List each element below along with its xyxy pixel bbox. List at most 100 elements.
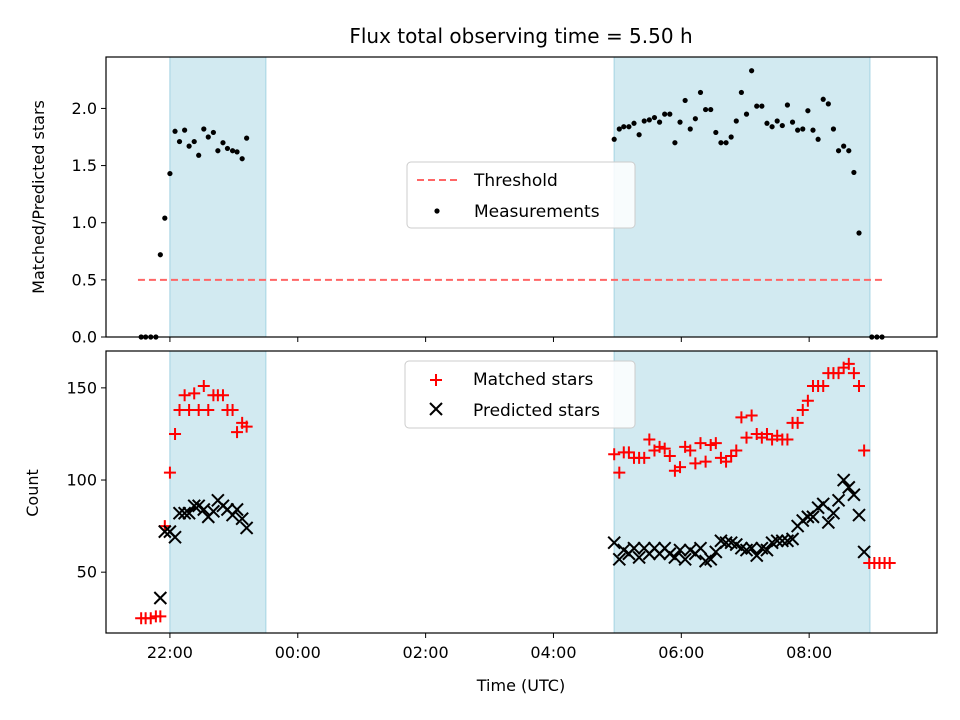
measurement-point [779, 122, 785, 129]
measurement-point [176, 138, 183, 145]
measurement-point [687, 126, 693, 132]
top-y-axis-label: Matched/Predicted stars [29, 100, 48, 294]
observing-window-2 [614, 351, 870, 633]
predicted-star-point [852, 508, 866, 522]
measurement-point [825, 101, 831, 107]
matched-star-point [858, 444, 871, 457]
matched-star-point [725, 450, 738, 463]
chart-title: Flux total observing time = 5.50 h [349, 24, 692, 48]
matched-star-point [638, 451, 651, 464]
predicted-star-point [187, 499, 201, 513]
predicted-star-point [693, 541, 708, 555]
measurement-point [723, 140, 729, 146]
predicted-star-point [831, 493, 846, 508]
top-y-tick-label: 1.5 [72, 156, 97, 175]
measurement-point [239, 156, 245, 162]
measurement-point [692, 116, 698, 122]
top-y-tick-label: 1.0 [72, 213, 97, 232]
measurement-point [820, 96, 826, 102]
measurement-point [244, 135, 250, 141]
matched-star-point [694, 437, 707, 450]
predicted-star-point [847, 488, 861, 502]
top-axes-frame [105, 56, 938, 338]
measurement-point [215, 148, 221, 154]
measurement-point [682, 97, 688, 104]
top-y-axis: 0.0 0.5 1.0 1.5 2.0 [72, 99, 106, 347]
measurement-point [708, 106, 714, 113]
matched-star-point [144, 612, 157, 625]
matched-star-point [226, 403, 239, 416]
matched-star-point [883, 556, 896, 569]
predicted-star-point [678, 552, 692, 566]
predicted-star-point [821, 515, 836, 530]
measurement-point [182, 127, 188, 133]
measurement-point [795, 127, 801, 133]
measurement-point [769, 124, 775, 130]
matched-star-point [801, 394, 814, 407]
predicted-star-point [172, 506, 187, 520]
measurement-point [172, 128, 178, 134]
measurement-point [784, 102, 791, 108]
x-tick-label: 22:00 [147, 643, 193, 662]
measurement-point [196, 152, 202, 158]
matched-star-point [699, 455, 712, 468]
predicted-star-point [230, 502, 244, 517]
predicted-star-point [785, 532, 800, 546]
matched-star-point [730, 444, 743, 457]
measurement-point [846, 148, 852, 154]
threshold-legend-label: Threshold [473, 171, 558, 191]
measurement-point [167, 170, 173, 177]
matched-star-point [817, 380, 830, 393]
predicted-legend-swatch [429, 402, 443, 416]
measurement-point [856, 230, 862, 236]
bottom-legend-box [404, 360, 636, 429]
predicted-star-point [239, 521, 254, 535]
measurement-point [631, 120, 637, 126]
bottom-y-axis: 50 100 150 [66, 378, 106, 582]
matched-star-point [684, 444, 697, 457]
matched-star-point [169, 427, 182, 440]
matched-star-point [720, 455, 733, 468]
measurement-point [841, 143, 847, 149]
predicted-star-point [826, 506, 841, 520]
measurement-point [743, 111, 750, 117]
x-tick-label: 02:00 [403, 643, 449, 662]
measurement-point [210, 129, 216, 136]
matched-star-point [608, 448, 621, 461]
predicted-star-point [775, 534, 790, 548]
predicted-star-point [842, 480, 856, 495]
matched-star-point [760, 427, 773, 440]
measurement-point [621, 124, 627, 130]
measurements-legend-label: Measurements [474, 202, 600, 222]
matched-star-point [154, 610, 167, 623]
predicted-star-point [206, 504, 221, 519]
predicted-star-point [182, 506, 196, 520]
matched-star-point [847, 367, 860, 380]
x-tick-label: 00:00 [275, 643, 321, 662]
matched-star-point [240, 420, 253, 433]
measurement-point [733, 118, 739, 124]
measurement-point [626, 124, 632, 130]
measurement-point [662, 111, 668, 117]
measurement-point [672, 140, 678, 146]
matched-star-point [663, 450, 676, 463]
predicted-star-point [235, 512, 249, 526]
matched-star-point [613, 466, 626, 479]
top-y-tick-label: 0.0 [72, 328, 97, 347]
measurement-point [754, 103, 760, 109]
predicted-star-point [719, 535, 733, 550]
predicted-star-point [632, 550, 646, 565]
predicted-star-point [704, 552, 718, 566]
matched-star-point [791, 416, 804, 429]
bottom-y-tick-label: 150 [66, 378, 97, 397]
matched-star-point [674, 461, 687, 474]
measurement-point [162, 215, 168, 221]
measurement-point [667, 111, 673, 117]
measurement-point [611, 136, 617, 142]
bottom-x-axis: 22:00 00:00 02:00 04:00 06:00 08:00 [147, 633, 832, 662]
measurement-point [205, 134, 211, 140]
predicted-star-point [612, 552, 627, 566]
top-legend: Threshold Measurements [406, 161, 636, 229]
matched-star-point [853, 380, 866, 393]
measurement-point [651, 114, 658, 121]
